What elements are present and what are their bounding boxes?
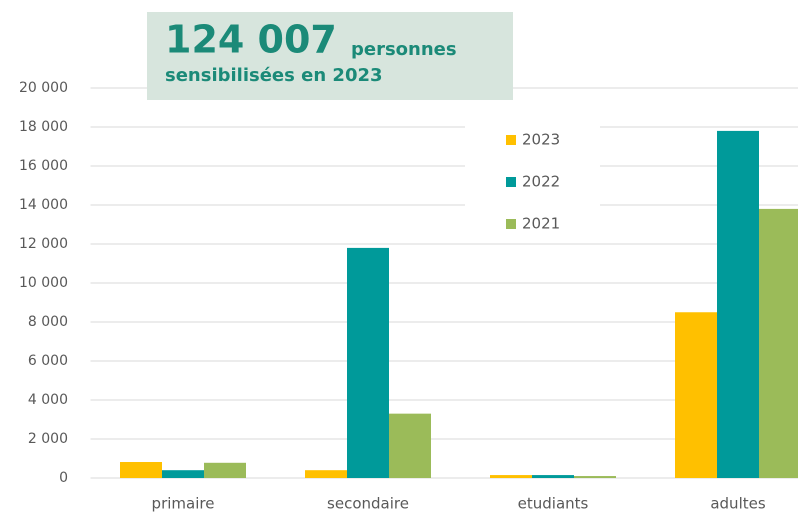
bar [717, 130, 759, 478]
legend-label: 2023 [522, 131, 560, 149]
x-tick-label: primaire [152, 495, 215, 513]
headline-number: 124 007 [165, 18, 337, 62]
y-tick-label: 16 000 [19, 158, 68, 174]
bar [305, 470, 347, 478]
y-tick-label: 14 000 [19, 197, 68, 213]
x-tick-label: adultes [710, 495, 765, 513]
legend-label: 2022 [522, 173, 560, 191]
legend-label: 2021 [522, 215, 560, 233]
legend-swatch [506, 135, 516, 145]
x-tick-label: secondaire [327, 495, 409, 513]
y-tick-label: 2 000 [28, 431, 68, 447]
headline-unit: personnes [351, 39, 457, 60]
bars: primaire secondaire etudiants adultes [120, 130, 798, 513]
bar [389, 413, 431, 478]
legend-box [465, 118, 600, 242]
y-tick-label: 20 000 [19, 80, 68, 96]
grid: 0 2 000 4 000 6 000 8 000 10 000 12 000 14 000 1… [19, 80, 798, 486]
headline-subtitle: sensibilisées en 2023 [165, 65, 383, 86]
x-tick-label: etudiants [518, 495, 589, 513]
legend-swatch [506, 177, 516, 187]
bar [490, 475, 532, 478]
legend: 2023 2022 2021 [506, 131, 560, 233]
y-tick-label: 12 000 [19, 236, 68, 252]
bar [120, 462, 162, 478]
bar [759, 208, 798, 478]
y-tick-label: 18 000 [19, 119, 68, 135]
headline-box [147, 12, 513, 100]
y-tick-label: 4 000 [28, 392, 68, 408]
bar [162, 470, 204, 478]
bar [675, 312, 717, 478]
y-tick-label: 8 000 [28, 314, 68, 330]
bar [532, 475, 574, 478]
y-tick-label: 0 [59, 470, 68, 486]
bar [204, 462, 246, 478]
bar [347, 247, 389, 478]
bar [574, 476, 616, 478]
y-tick-label: 6 000 [28, 353, 68, 369]
y-tick-label: 10 000 [19, 275, 68, 291]
legend-swatch [506, 219, 516, 229]
